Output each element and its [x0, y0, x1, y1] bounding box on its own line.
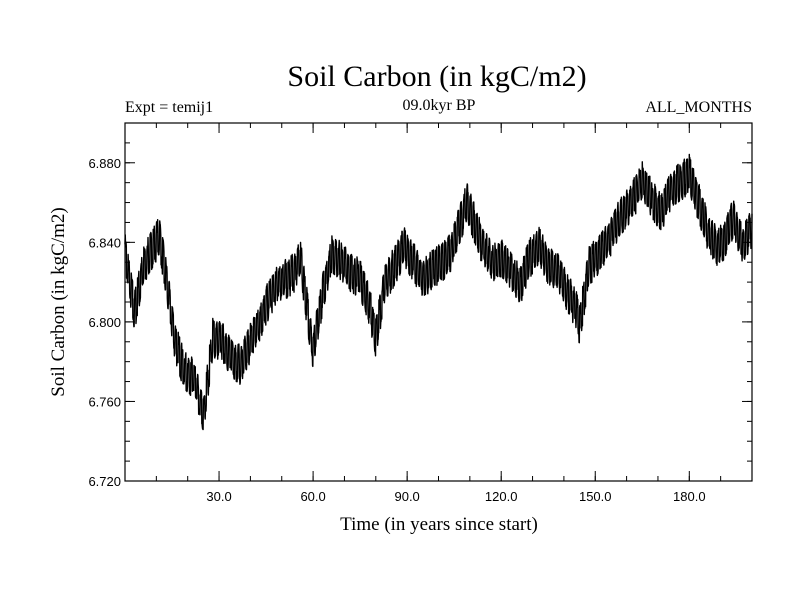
series-line — [124, 153, 753, 431]
plot-frame — [124, 122, 753, 482]
y-axis-label: Soil Carbon (in kgC/m2) — [48, 207, 69, 396]
period-label: 09.0kyr BP — [403, 97, 476, 114]
x-tick-label: 30.0 — [206, 489, 231, 504]
chart-title: Soil Carbon (in kgC/m2) — [287, 60, 586, 93]
y-tick-label: 6.840 — [88, 235, 121, 250]
x-tick-label: 150.0 — [579, 489, 612, 504]
y-tick-label: 6.720 — [88, 474, 121, 489]
months-label: ALL_MONTHS — [645, 99, 752, 116]
y-tick-label: 6.800 — [88, 315, 121, 330]
x-tick-label: 60.0 — [300, 489, 325, 504]
plot-area: 30.0 60.0 90.0 120.0 150.0 180.0 6.720 6.760 6.8… — [88, 122, 753, 504]
experiment-label: Expt = temij1 — [125, 99, 213, 116]
x-tick-label: 90.0 — [394, 489, 419, 504]
y-tick-label: 6.760 — [88, 394, 121, 409]
y-tick-label: 6.880 — [88, 156, 121, 171]
x-tick-label: 120.0 — [485, 489, 518, 504]
x-axis-label: Time (in years since start) — [340, 514, 538, 535]
x-tick-label: 180.0 — [673, 489, 706, 504]
